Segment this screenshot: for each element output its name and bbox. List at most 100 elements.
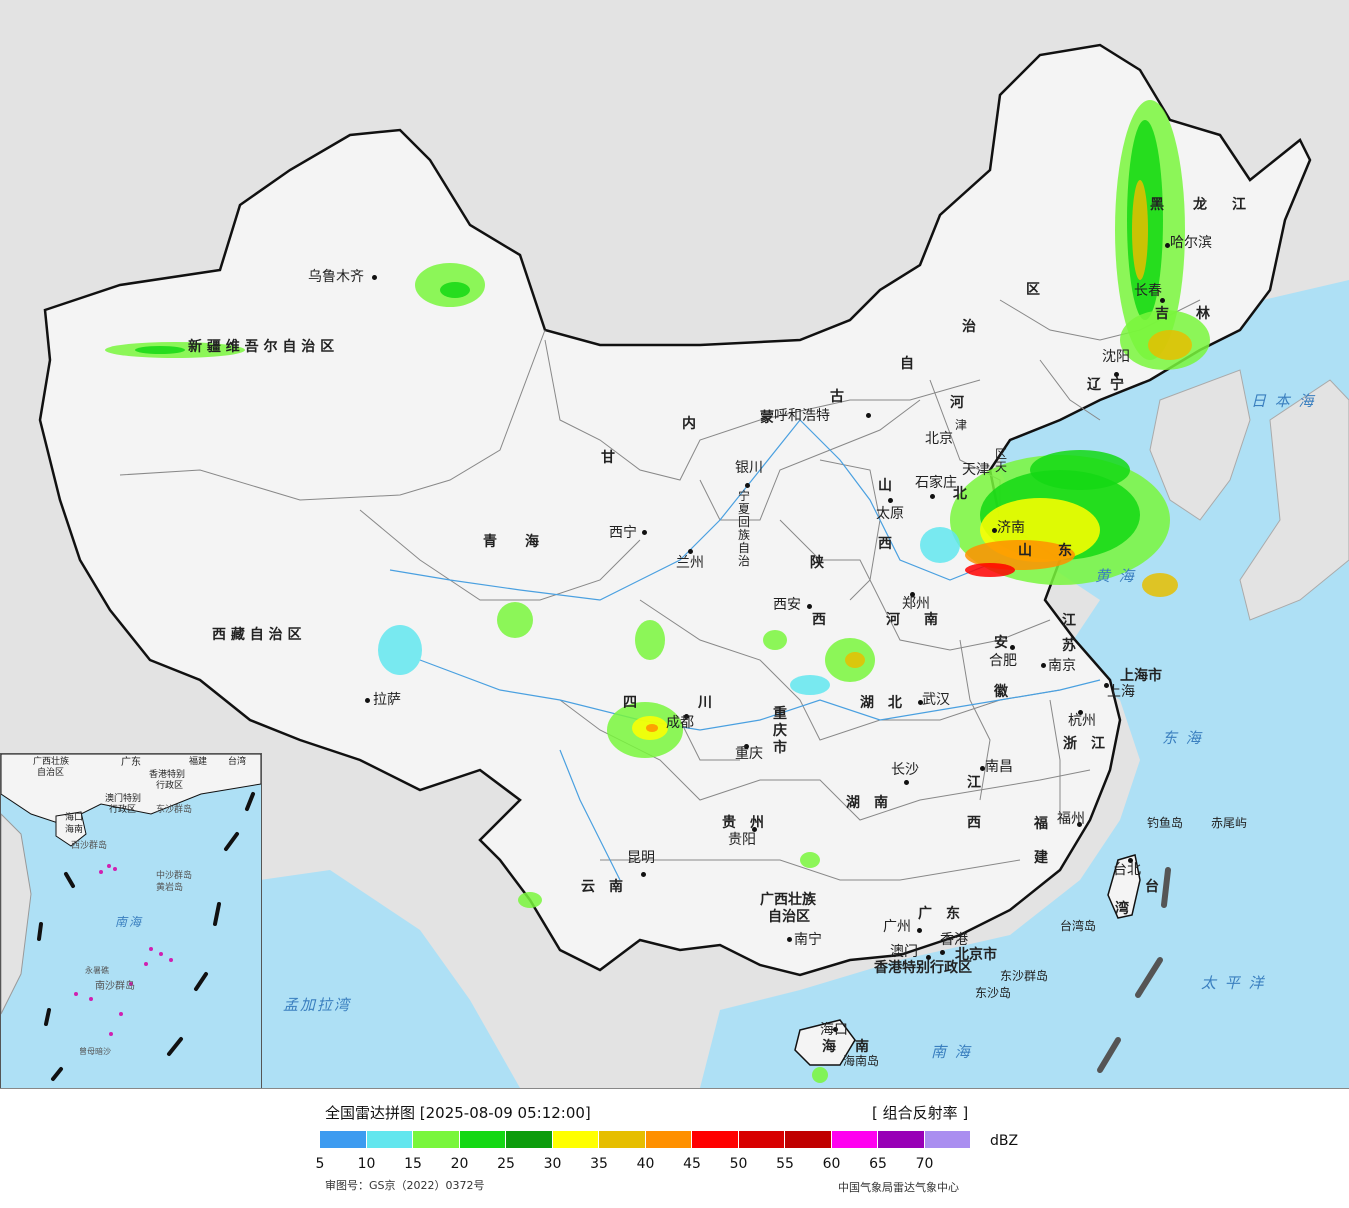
city-dot bbox=[888, 498, 893, 503]
rivers bbox=[389, 419, 1101, 881]
inset-label: 广东 bbox=[121, 757, 141, 768]
city-label: 长沙 bbox=[891, 762, 919, 778]
city-dot bbox=[980, 766, 985, 771]
colorbar-tick-label: 15 bbox=[404, 1156, 422, 1172]
colorbar-tick-label: 45 bbox=[683, 1156, 701, 1172]
city-label: 武汉 bbox=[922, 692, 950, 708]
colorbar-swatch bbox=[599, 1131, 645, 1148]
province-label: 津 bbox=[955, 418, 968, 432]
colorbar-swatch bbox=[738, 1131, 784, 1148]
sea-label: 太 平 洋 bbox=[1201, 974, 1266, 992]
inset-label: 黄岩岛 bbox=[156, 883, 184, 893]
city-label: 银川 bbox=[735, 460, 763, 476]
province-label: 徽 bbox=[994, 684, 1008, 700]
island-label: 东沙群岛 bbox=[1000, 969, 1049, 983]
province-label: 西 bbox=[878, 536, 892, 552]
province-label: 香港特别行政区 bbox=[874, 960, 972, 976]
province-label: 辽 bbox=[1087, 377, 1101, 393]
inset-label: 福建 bbox=[189, 757, 208, 767]
city-label: 南宁 bbox=[794, 932, 822, 948]
city-dot bbox=[833, 1027, 838, 1032]
province-label: 甘 bbox=[601, 450, 615, 466]
colorbar-tick-label: 35 bbox=[590, 1156, 608, 1172]
province-label: 青 海 bbox=[483, 534, 539, 550]
map-area: 新 疆 维 吾 尔 自 治 区 西 藏 自 治 区 青 海 甘 内 蒙 古 自 … bbox=[0, 0, 1349, 1089]
city-dot bbox=[992, 528, 997, 533]
province-label: 治 bbox=[962, 319, 976, 335]
province-label: 陕 bbox=[810, 555, 824, 571]
city-label: 郑州 bbox=[902, 596, 930, 612]
island-label: 赤尾屿 bbox=[1211, 816, 1248, 830]
province-label: 安 bbox=[994, 635, 1008, 651]
province-label: 贵 州 bbox=[722, 815, 764, 831]
city-label: 南京 bbox=[1048, 658, 1076, 674]
province-label: 广西壮族 bbox=[760, 892, 816, 908]
city-label: 上海 bbox=[1107, 684, 1135, 700]
province-label: 宁 bbox=[738, 489, 751, 503]
sea-label: 孟加拉湾 bbox=[283, 996, 352, 1014]
province-label: 重 bbox=[773, 706, 787, 722]
colorbar-swatch bbox=[692, 1131, 738, 1148]
province-label: 自 bbox=[738, 541, 751, 555]
city-dot bbox=[866, 413, 871, 418]
province-label: 庆 bbox=[773, 723, 787, 739]
province-label: 江 bbox=[1062, 613, 1076, 629]
city-dot bbox=[744, 744, 749, 749]
province-label: 苏 bbox=[1062, 638, 1076, 654]
city-dot bbox=[1104, 683, 1109, 688]
city-dot bbox=[1128, 858, 1133, 863]
province-label: 四 bbox=[623, 695, 637, 711]
inset-label: 永暑礁 bbox=[85, 966, 109, 975]
inset-map bbox=[1, 754, 261, 1081]
colorbar-swatch bbox=[831, 1131, 877, 1148]
city-dot bbox=[1078, 710, 1083, 715]
city-dot bbox=[930, 494, 935, 499]
province-label: 吉 bbox=[1155, 306, 1169, 322]
province-label: 区 bbox=[995, 447, 1008, 461]
island-label: 台湾岛 bbox=[1060, 919, 1097, 933]
province-label: 浙 江 bbox=[1063, 736, 1105, 752]
province-label: 黑 bbox=[1150, 197, 1164, 213]
city-label: 呼和浩特 bbox=[774, 408, 830, 424]
province-label: 东 bbox=[1058, 543, 1072, 559]
province-label: 治 bbox=[738, 554, 751, 568]
province-label: 云 南 bbox=[581, 879, 623, 895]
city-dot bbox=[752, 827, 757, 832]
south-china-sea-inset: 广西壮族 自治区 广东 福建 台湾 香港特别 行政区 澳门特别 行政区 海口 海… bbox=[0, 753, 262, 1088]
city-dot bbox=[365, 698, 370, 703]
city-label: 广州 bbox=[883, 919, 911, 935]
publisher-label: 中国气象局雷达气象中心 bbox=[838, 1181, 959, 1194]
province-label: 南 bbox=[924, 612, 938, 628]
colorbar-tick-label: 40 bbox=[636, 1156, 655, 1172]
city-dot bbox=[745, 483, 750, 488]
province-label: 川 bbox=[698, 695, 712, 711]
province-label: 林 bbox=[1196, 306, 1210, 322]
province-label: 山 bbox=[878, 478, 892, 494]
city-dot bbox=[372, 275, 377, 280]
city-dot bbox=[641, 872, 646, 877]
province-label: 北 bbox=[953, 486, 967, 502]
product-label: [ 组合反射率 ] bbox=[872, 1104, 969, 1122]
inset-label: 海口 bbox=[65, 813, 84, 823]
china-map bbox=[38, 43, 1349, 1088]
colorbar-swatch bbox=[552, 1131, 598, 1148]
province-label: 自治区 bbox=[768, 909, 810, 925]
city-label: 北京 bbox=[925, 431, 953, 447]
province-label: 西 藏 自 治 区 bbox=[212, 627, 302, 643]
colorbar-swatch bbox=[785, 1131, 831, 1148]
colorbar-tick-label: 60 bbox=[822, 1156, 841, 1172]
province-label: 山 bbox=[1018, 543, 1032, 559]
colorbar-tick-label: 55 bbox=[776, 1156, 794, 1172]
city-label: 澳门 bbox=[890, 944, 918, 960]
korea-peninsula bbox=[1149, 369, 1251, 521]
city-dot bbox=[642, 530, 647, 535]
province-label: 族 bbox=[738, 528, 751, 542]
inset-label: 行政区 bbox=[156, 781, 184, 791]
colorbar-swatch bbox=[366, 1131, 412, 1148]
city-dot bbox=[917, 928, 922, 933]
city-dot bbox=[684, 714, 689, 719]
province-label: 湖 南 bbox=[846, 795, 888, 811]
approval-number: 审图号：GS京（2022）0372号 bbox=[325, 1179, 485, 1192]
inset-label: 曾母暗沙 bbox=[79, 1047, 111, 1056]
